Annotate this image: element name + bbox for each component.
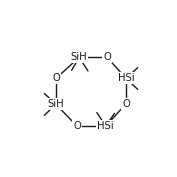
Text: SiH: SiH <box>48 99 64 109</box>
Text: HSi: HSi <box>97 121 114 131</box>
Text: SiH: SiH <box>71 52 87 62</box>
Text: O: O <box>73 121 81 131</box>
Text: HSi: HSi <box>118 73 135 84</box>
Text: O: O <box>52 73 60 84</box>
Text: O: O <box>103 52 111 62</box>
Text: O: O <box>122 99 130 109</box>
